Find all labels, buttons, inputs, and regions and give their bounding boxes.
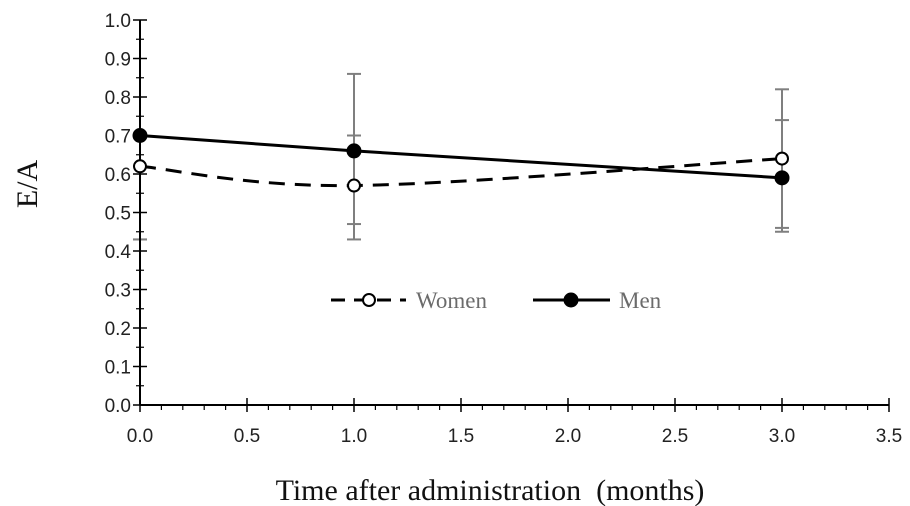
y-tick-label: 0.8 [105,88,131,109]
data-point-women [347,178,361,193]
x-tick-label: 0.5 [234,426,260,447]
x-tick-label: 0.0 [127,426,153,447]
x-tick-label: 2.0 [555,426,581,447]
data-point-women [133,159,147,174]
series-line-men [139,134,783,180]
data-point-men [346,143,362,159]
axes [133,19,890,412]
data-point-men [774,170,790,186]
y-tick-label: 0.0 [105,396,131,417]
y-tick-label: 0.3 [105,281,131,302]
x-tick-label: 3.0 [769,426,795,447]
legend-men-label: Men [619,288,662,313]
legend-women-marker [362,293,376,307]
y-tick-label: 0.9 [105,50,131,71]
x-tick-label: 1.5 [448,426,474,447]
y-tick-label: 0.4 [105,242,132,263]
legend: Women Men [331,288,662,313]
data-markers [132,128,790,193]
y-tick-label: 0.1 [105,358,131,379]
y-tick-label: 0.7 [105,127,131,148]
data-point-women [775,151,789,166]
y-tick-label: 0.5 [105,204,131,225]
y-axis-title: E/A [11,160,44,209]
y-tick-label: 0.2 [105,319,131,340]
y-tick-label: 0.6 [105,165,131,186]
series-lines [139,134,783,188]
data-point-men [132,128,148,143]
x-tick-label: 1.0 [341,426,367,447]
series-line-women [139,157,783,188]
legend-women-label: Women [416,288,487,313]
x-axis-title: Time after administration (months) [276,474,705,506]
legend-men-marker [563,292,579,308]
y-tick-label: 1.0 [105,11,131,32]
x-tick-label: 3.5 [876,426,902,447]
x-tick-label: 2.5 [662,426,688,447]
tick-labels: 0.0 0.1 0.2 0.3 0.4 0.5 0.6 0.7 0.8 0.9 1.0 0.0 0.5 1… [105,11,903,447]
